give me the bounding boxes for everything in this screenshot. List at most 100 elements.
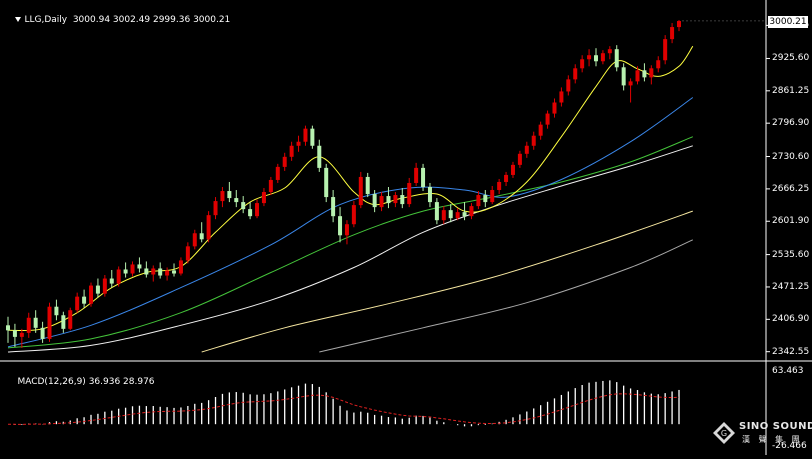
candle-body xyxy=(393,195,398,204)
diamond-logo-icon: G xyxy=(713,422,735,444)
candle-body xyxy=(102,278,107,294)
candle-body xyxy=(12,330,17,337)
candle-body xyxy=(26,317,31,333)
candle-body xyxy=(338,216,343,236)
candle-body xyxy=(400,195,405,205)
moving-average-line xyxy=(319,239,694,353)
candle-body xyxy=(580,59,585,69)
candle-body xyxy=(566,79,571,92)
candle-body xyxy=(178,260,183,274)
candle-body xyxy=(82,296,87,304)
candle-body xyxy=(310,128,315,146)
macd-axis-top: 63.463 xyxy=(772,366,804,376)
candle-body xyxy=(365,176,370,195)
candle-body xyxy=(268,179,273,193)
logo-brand-text: SINO SOUND xyxy=(739,421,812,432)
candle-body xyxy=(303,128,308,142)
candle-body xyxy=(455,212,460,219)
candle-body xyxy=(344,224,349,236)
candle-body xyxy=(559,91,564,103)
price-tick-label: 2861.25 xyxy=(772,85,810,96)
candle-body xyxy=(158,268,163,276)
candle-body xyxy=(137,264,142,269)
candle-body xyxy=(54,306,59,316)
macd-axis-bottom: -26.466 xyxy=(772,441,807,451)
candle-body xyxy=(677,21,681,28)
candle-body xyxy=(504,174,509,182)
candle-body xyxy=(531,135,536,146)
candle-body xyxy=(234,198,239,203)
candle-body xyxy=(19,332,24,337)
moving-average-line xyxy=(201,210,693,353)
candle-body xyxy=(199,233,204,240)
candle-body xyxy=(165,270,170,276)
candle-body xyxy=(130,264,135,274)
candle-body xyxy=(469,206,474,217)
price-tick-label: 2730.60 xyxy=(772,151,810,162)
candle-body xyxy=(47,306,52,339)
macd-values: 36.936 28.976 xyxy=(88,377,155,387)
candle-body xyxy=(497,181,502,191)
price-tick-label: 2666.25 xyxy=(772,183,810,194)
candle-body xyxy=(241,202,246,210)
price-tick-label: 2535.60 xyxy=(772,249,810,260)
candle-body xyxy=(172,270,177,274)
candle-body xyxy=(587,55,592,60)
candle-body xyxy=(628,81,633,86)
candle-body xyxy=(593,55,598,62)
candle-body xyxy=(213,201,218,216)
candle-body xyxy=(372,194,377,208)
candle-body xyxy=(227,191,232,199)
candle-body xyxy=(289,145,294,157)
candle-body xyxy=(75,296,80,311)
candle-body xyxy=(386,196,391,204)
candle-body xyxy=(545,113,550,125)
candle-body xyxy=(649,68,654,78)
candle-body xyxy=(185,246,190,261)
candle-body xyxy=(670,27,675,40)
candle-body xyxy=(573,68,578,80)
candle-body xyxy=(331,197,336,217)
candle-body xyxy=(441,210,446,221)
macd-signal-line xyxy=(7,393,680,425)
candle-body xyxy=(635,70,640,82)
candle-body xyxy=(89,285,94,304)
triangle-down-icon[interactable] xyxy=(15,16,22,22)
candle-body xyxy=(261,192,266,204)
moving-average-line xyxy=(7,145,693,353)
candle-body xyxy=(414,167,419,183)
candle-body xyxy=(607,49,612,54)
candle-body xyxy=(358,176,363,206)
candle-body xyxy=(275,166,280,180)
candle-body xyxy=(192,233,197,247)
candle-body xyxy=(434,202,439,221)
candle-body xyxy=(296,141,301,146)
candle-body xyxy=(483,195,488,203)
candle-body xyxy=(68,310,73,329)
candle-body xyxy=(40,327,45,339)
macd-header: MACD(12,26,9) 36.936 28.976 xyxy=(6,366,155,399)
candle-body xyxy=(510,164,515,175)
price-tick-label: 2342.55 xyxy=(772,346,810,357)
candle-body xyxy=(427,187,432,203)
price-tick-label: 2925.60 xyxy=(772,53,810,64)
candle-body xyxy=(144,268,149,275)
last-price-label: 3000.21 xyxy=(768,16,808,28)
candle-body xyxy=(407,182,412,205)
candle-body xyxy=(151,268,156,275)
candle-body xyxy=(33,317,38,328)
logo-subtitle-text: 漢 聲 集 團 xyxy=(742,435,803,444)
candle-body xyxy=(621,67,626,86)
candle-body xyxy=(490,190,495,203)
candle-body xyxy=(123,269,128,274)
candle-body xyxy=(379,196,384,208)
macd-title: MACD(12,26,9) xyxy=(17,377,86,387)
ohlc-values: 3000.94 3002.49 2999.36 3000.21 xyxy=(72,15,231,25)
candle-body xyxy=(116,269,121,284)
candle-body xyxy=(642,70,647,78)
candle-body xyxy=(538,124,543,136)
price-tick-label: 2601.90 xyxy=(772,216,810,227)
moving-average-line xyxy=(7,45,694,332)
